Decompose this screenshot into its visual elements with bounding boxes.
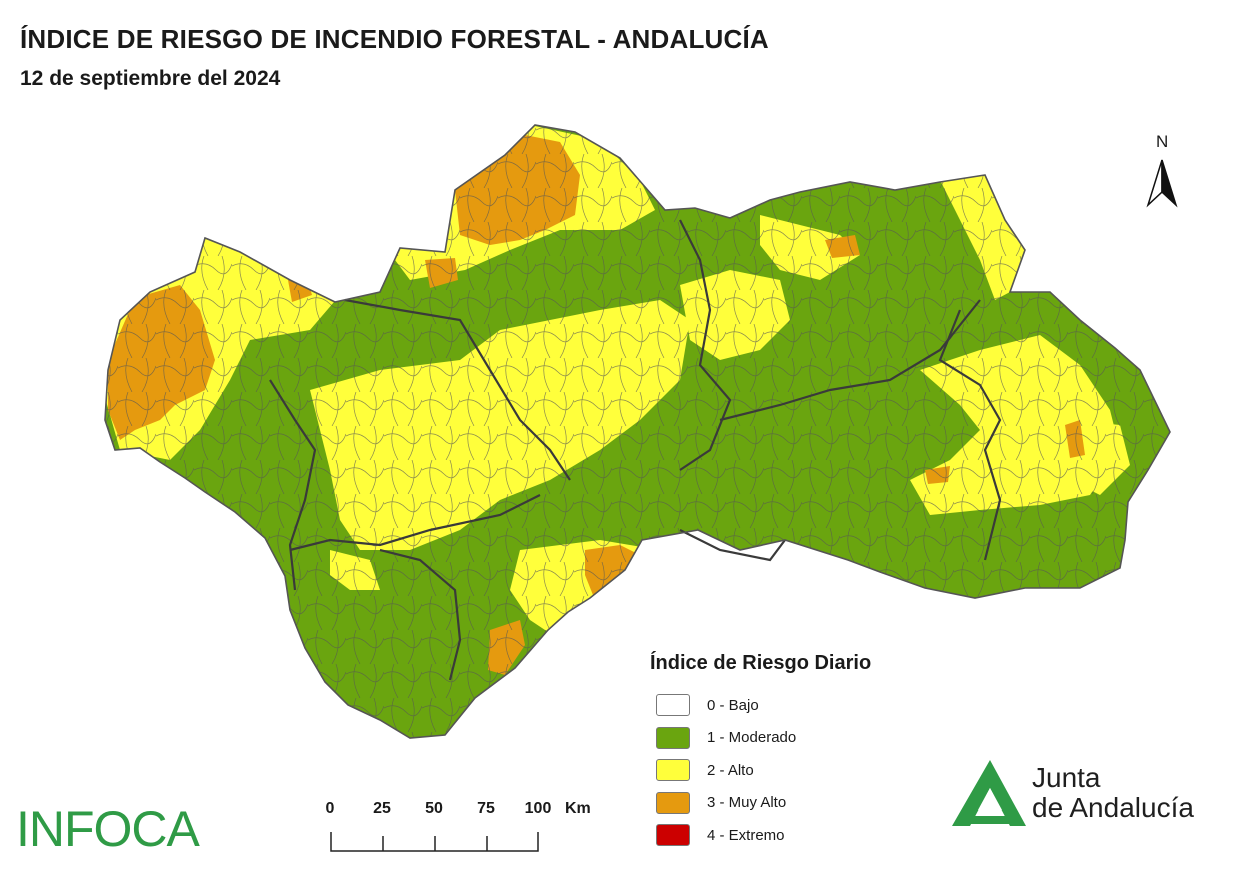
legend-label-extremo: 4 - Extremo: [707, 826, 785, 844]
andalucia-risk-map: [104, 124, 1171, 739]
scale-tick-0: 0: [325, 800, 335, 817]
scale-bar-line: [330, 832, 539, 852]
junta-line-1: Junta: [1032, 762, 1101, 793]
infoca-logo: INFOCA: [16, 801, 200, 857]
legend-swatch-extremo: [656, 824, 690, 847]
scale-tick-100: 100: [524, 800, 552, 817]
map-title: ÍNDICE DE RIESGO DE INCENDIO FORESTAL - …: [20, 24, 769, 54]
scale-tick-75: 75: [477, 800, 495, 817]
legend-item-alto: 2 - Alto: [650, 754, 871, 787]
north-label: N: [1156, 132, 1169, 151]
legend: Índice de Riesgo Diario 0 - Bajo 1 - Mod…: [650, 652, 871, 852]
province-border-cordoba-jaen: [679, 219, 732, 471]
legend-label-moderado: 1 - Moderado: [707, 729, 797, 747]
legend-swatch-alto: [656, 759, 690, 782]
scale-bar: 0 25 50 75 100 Km: [310, 800, 591, 856]
junta-line-2: de Andalucía: [1032, 792, 1194, 823]
legend-item-bajo: 0 - Bajo: [650, 689, 871, 722]
junta-andalucia-logo-text: Junta de Andalucía: [1032, 763, 1194, 823]
province-border-cadiz-malaga: [379, 548, 462, 681]
province-border-granada-almeria: [938, 309, 1002, 561]
scale-unit: Km: [565, 800, 591, 817]
province-border-sevilla-cordoba: [344, 298, 571, 481]
scale-tick-25: 25: [373, 800, 391, 817]
legend-label-muy-alto: 3 - Muy Alto: [707, 794, 787, 812]
map-date: 12 de septiembre del 2024: [20, 67, 281, 90]
legend-label-bajo: 0 - Bajo: [707, 696, 759, 714]
province-border-malaga-granada: [679, 529, 786, 562]
legend-swatch-bajo: [656, 694, 690, 717]
province-border-sevilla-cadiz: [289, 494, 541, 552]
north-arrow-icon: [1146, 159, 1178, 208]
legend-swatch-muy-alto: [656, 791, 690, 814]
legend-item-muy-alto: 3 - Muy Alto: [650, 787, 871, 820]
junta-andalucia-logo-icon: [952, 760, 1026, 826]
andalucia-outline: [104, 124, 1171, 739]
legend-item-moderado: 1 - Moderado: [650, 722, 871, 755]
legend-swatch-moderado: [656, 726, 690, 749]
municipal-boundaries: [105, 125, 1170, 738]
legend-label-alto: 2 - Alto: [707, 761, 754, 779]
scale-tick-50: 50: [425, 800, 443, 817]
legend-title: Índice de Riesgo Diario: [650, 652, 872, 674]
legend-item-extremo: 4 - Extremo: [650, 819, 871, 852]
province-border-huelva-sevilla: [269, 379, 317, 591]
